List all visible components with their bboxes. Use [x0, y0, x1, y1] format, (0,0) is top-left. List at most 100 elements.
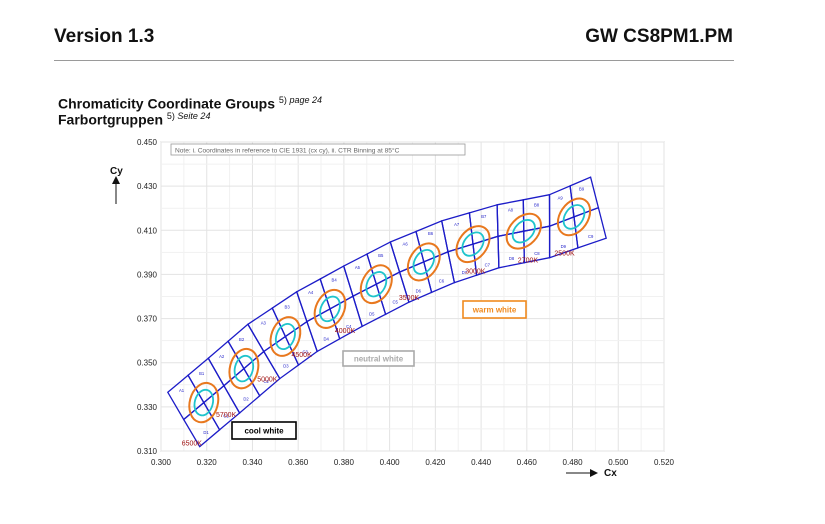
macadam-ellipse-inner — [319, 295, 341, 323]
section-title-reference: 5) page 24 — [279, 95, 322, 105]
bin-label: D5 — [369, 312, 375, 317]
x-tick-label: 0.500 — [608, 458, 629, 467]
x-tick-label: 0.360 — [288, 458, 309, 467]
cct-label: 5700K — [216, 412, 237, 419]
section-subtitle-text: Farbortgruppen — [58, 111, 163, 128]
y-tick-label: 0.430 — [137, 182, 158, 191]
bin-label: D6 — [416, 289, 422, 294]
y-tick-label: 0.350 — [137, 359, 158, 368]
bin-label: A1 — [179, 388, 185, 393]
bin-label: A8 — [508, 207, 514, 212]
bin-label: C8 — [534, 251, 540, 256]
x-tick-label: 0.300 — [151, 458, 172, 467]
y-tick-label: 0.450 — [137, 138, 158, 147]
cct-label: 6500K — [182, 441, 203, 448]
macadam-ellipse-outer — [556, 197, 592, 237]
macadam-ellipse-outer — [228, 347, 260, 390]
macadam-ellipse-inner — [461, 231, 485, 257]
x-tick-label: 0.440 — [471, 458, 492, 467]
bin-quadrilateral — [182, 401, 221, 448]
bin-label: B4 — [332, 277, 338, 282]
y-axis-label: Cy — [110, 166, 123, 177]
bin-quadrilateral — [223, 367, 261, 415]
header-divider — [54, 60, 734, 61]
macadam-ellipse-inner — [193, 388, 215, 417]
x-tick-label: 0.480 — [563, 458, 584, 467]
bin-label: A6 — [403, 242, 409, 247]
bin-quadrilateral — [398, 261, 433, 304]
y-tick-label: 0.370 — [137, 315, 158, 324]
cct-label: 3500K — [399, 295, 420, 302]
section-title-text: Chromaticity Coordinate Groups — [58, 95, 276, 112]
bin-label: C3 — [303, 350, 309, 355]
bin-label: D4 — [324, 336, 330, 341]
cool-white-group-label-box — [231, 421, 297, 440]
bin-label: C1 — [223, 413, 229, 418]
cct-label: 3000K — [465, 268, 486, 275]
section-subtitle-reference: 5) Seite 24 — [167, 111, 211, 121]
cct-label: 4500K — [292, 352, 313, 359]
bin-label: B6 — [428, 231, 434, 236]
macadam-ellipse-inner — [274, 323, 296, 350]
bin-label: C4 — [346, 324, 352, 329]
bin-label: A5 — [355, 265, 361, 270]
bin-label: D3 — [283, 364, 289, 369]
macadam-ellipse-outer — [455, 225, 491, 264]
macadam-ellipse-outer — [505, 212, 542, 250]
bin-label: D9 — [561, 244, 567, 249]
cool-white-group-label: cool white — [244, 427, 284, 436]
cct-label: 5000K — [257, 377, 278, 384]
neutral-white-group-label-box — [342, 350, 415, 367]
macadam-ellipse-outer — [313, 288, 347, 329]
bin-quadrilateral — [352, 283, 387, 328]
bin-quadrilateral — [497, 230, 525, 269]
x-tick-label: 0.420 — [425, 458, 446, 467]
bin-label: D8 — [509, 256, 515, 261]
y-tick-label: 0.310 — [137, 447, 158, 456]
bin-label: D2 — [243, 396, 249, 401]
part-number: GW CS8PM1.PM — [585, 26, 733, 47]
bin-label: D1 — [203, 430, 209, 435]
x-tick-label: 0.320 — [197, 458, 218, 467]
x-axis-label: Cx — [604, 468, 617, 479]
bin-label: C9 — [588, 234, 594, 239]
reference-page: page 24 — [289, 95, 322, 105]
bin-label: B2 — [239, 337, 245, 342]
y-tick-label: 0.330 — [137, 403, 158, 412]
macadam-ellipse-inner — [233, 354, 255, 383]
bin-label: B9 — [579, 187, 585, 192]
bin-quadrilateral — [447, 243, 478, 284]
warm-white-group-label: warm white — [472, 306, 517, 315]
bin-label: A2 — [219, 354, 225, 359]
bin-label: C5 — [393, 300, 399, 305]
bin-label: B7 — [481, 214, 487, 219]
neutral-white-group-label: neutral white — [354, 355, 404, 364]
bin-label: B8 — [534, 202, 540, 207]
bin-label: C6 — [439, 279, 445, 284]
warm-white-group-label-box — [462, 300, 527, 319]
y-axis-arrow-icon — [112, 176, 120, 184]
x-tick-label: 0.520 — [654, 458, 675, 467]
cct-label: 2500K — [554, 251, 575, 258]
bin-label: A9 — [558, 195, 564, 200]
document-version: Version 1.3 — [54, 26, 155, 47]
bin-label: B3 — [285, 305, 291, 310]
x-tick-label: 0.380 — [334, 458, 355, 467]
macadam-ellipse-outer — [406, 242, 441, 282]
section-subtitle: Farbortgruppen 5) Seite 24 — [58, 108, 210, 128]
macadam-ellipse-inner — [365, 271, 388, 298]
bin-quadrilateral — [306, 307, 341, 353]
macadam-ellipse-inner — [412, 248, 435, 275]
section-title: Chromaticity Coordinate Groups 5) page 2… — [58, 92, 322, 112]
y-tick-label: 0.390 — [137, 270, 158, 279]
cct-label: 2700K — [518, 257, 539, 264]
x-tick-label: 0.340 — [242, 458, 263, 467]
chart-note: Note: i. Coordinates in reference to CIE… — [175, 147, 400, 155]
reference-number: 5) — [278, 95, 287, 105]
reference-page: Seite 24 — [177, 111, 211, 121]
bin-label: C2 — [264, 379, 270, 384]
reference-number: 5) — [166, 111, 175, 121]
macadam-ellipse-inner — [562, 204, 586, 230]
cct-label: 4000K — [335, 328, 356, 335]
